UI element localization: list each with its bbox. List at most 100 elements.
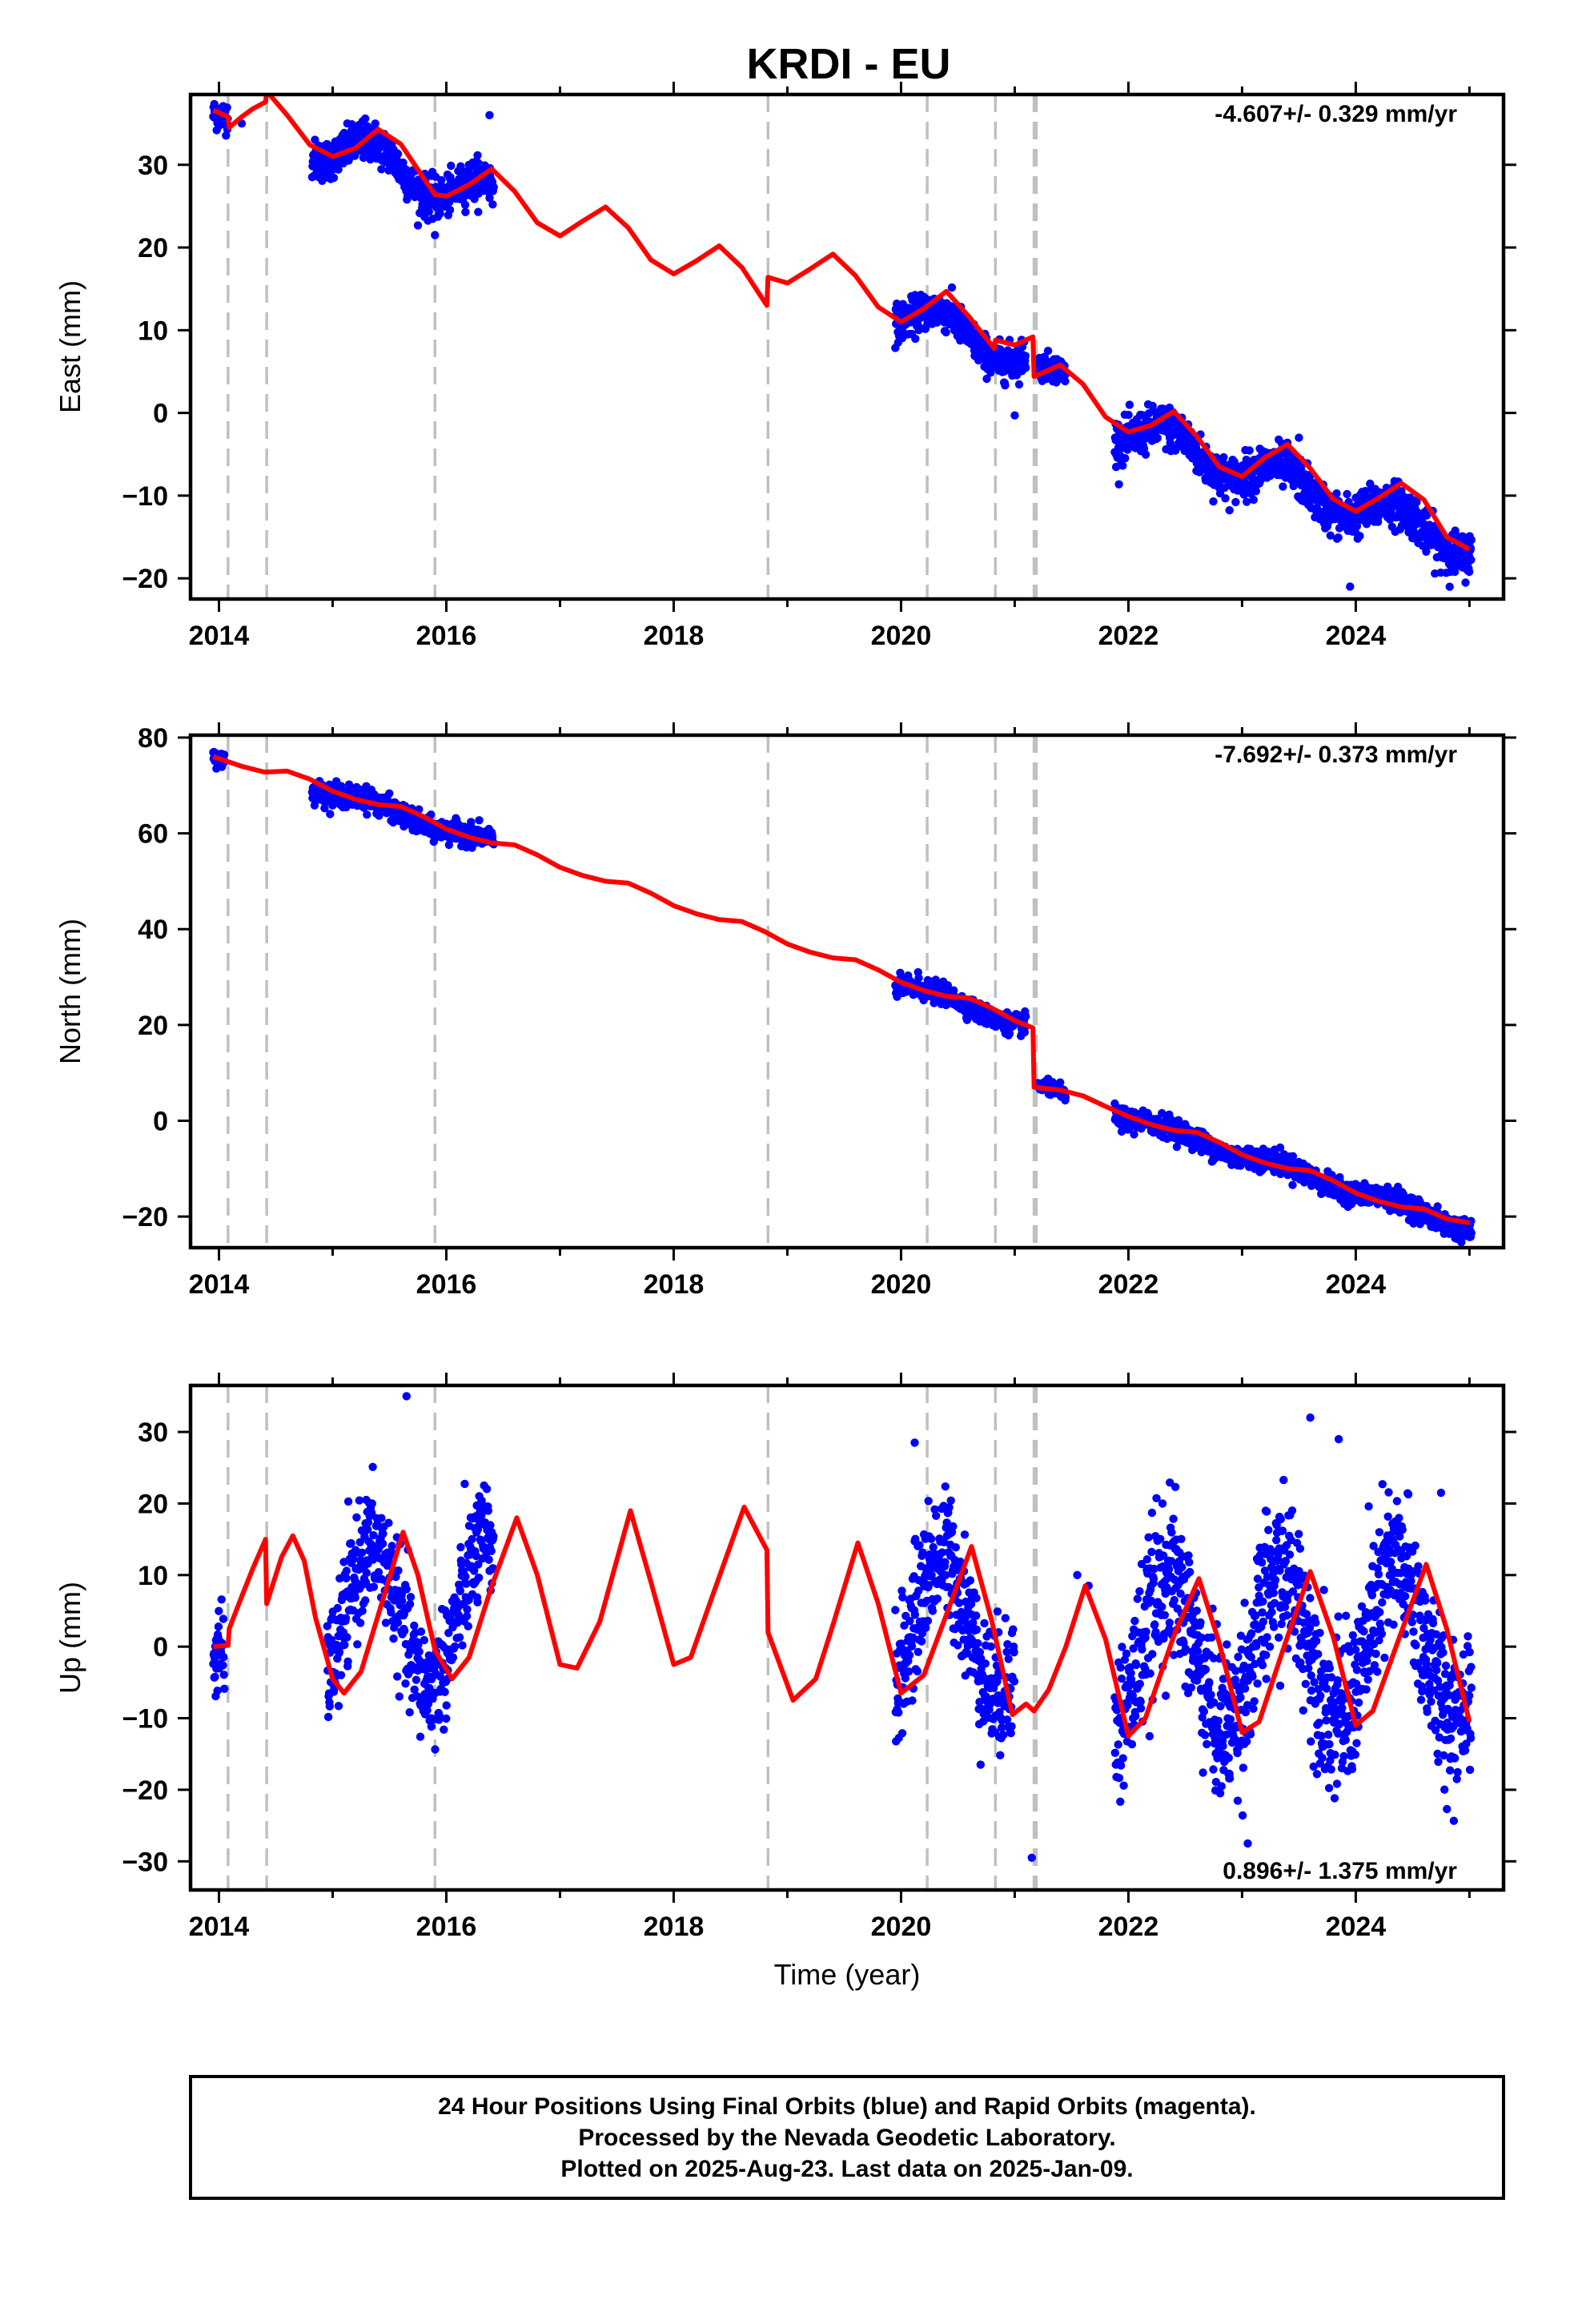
data-point [910, 1610, 920, 1619]
panel-plot-area-up [209, 1385, 1476, 1890]
data-point-outlier [1056, 1078, 1065, 1087]
data-point [1225, 506, 1234, 515]
data-point [1332, 489, 1341, 498]
data-point [1467, 1228, 1476, 1238]
data-point [352, 1513, 361, 1522]
data-point [1231, 497, 1240, 507]
x-tick-label: 2024 [1326, 621, 1387, 651]
data-point [1279, 482, 1287, 491]
data-point [468, 1534, 476, 1544]
data-point [473, 151, 482, 160]
data-point [436, 209, 444, 218]
data-point [361, 1596, 370, 1605]
data-point [949, 1522, 958, 1531]
data-point [951, 1543, 961, 1552]
data-point [487, 1546, 496, 1556]
panel-east: 2014 2016 2018 2020 2022 2024−20−100102030Eas… [54, 82, 1516, 651]
data-point [450, 1642, 460, 1651]
data-point [913, 1647, 923, 1656]
x-tick-label: 2016 [416, 621, 477, 651]
data-point [1412, 497, 1421, 507]
data-point [424, 207, 433, 216]
data-point [416, 1627, 426, 1636]
data-point [462, 1579, 471, 1588]
y-tick-label: 20 [138, 1011, 168, 1041]
data-point [894, 1708, 903, 1717]
data-point [1144, 409, 1154, 418]
x-tick-label: 2020 [871, 1269, 932, 1300]
data-point [938, 1548, 947, 1557]
data-point [1251, 487, 1261, 496]
data-point [358, 1606, 367, 1615]
data-point [941, 1482, 950, 1491]
data-point [1141, 450, 1150, 459]
data-point [933, 1594, 942, 1603]
data-point [467, 818, 476, 826]
data-point [393, 1672, 402, 1681]
data-point [1245, 446, 1254, 455]
data-point [334, 1702, 343, 1711]
data-point [343, 1633, 351, 1642]
data-point [905, 1651, 914, 1660]
data-point [440, 1687, 449, 1696]
data-point [355, 1496, 363, 1505]
data-point [427, 810, 436, 819]
data-point [342, 1566, 351, 1575]
data-point [1461, 578, 1470, 587]
data-point [1125, 400, 1134, 409]
data-point [1288, 1152, 1298, 1161]
data-point [1433, 1202, 1442, 1211]
data-point [1457, 1238, 1466, 1247]
data-point [385, 789, 394, 798]
data-point [220, 750, 229, 759]
data-point [1209, 497, 1218, 506]
data-point [401, 1679, 410, 1688]
data-point [924, 1497, 933, 1506]
data-point [908, 1696, 917, 1705]
data-point [343, 1497, 353, 1506]
data-point [412, 1675, 421, 1684]
y-tick-label: 40 [138, 915, 168, 945]
data-point [1219, 452, 1228, 462]
data-point [1170, 446, 1180, 455]
data-point [455, 1633, 464, 1642]
data-point [402, 1585, 411, 1594]
data-point [343, 1657, 352, 1666]
data-point [361, 114, 370, 123]
x-tick-label: 2016 [416, 1269, 477, 1300]
data-point [379, 1530, 387, 1538]
data-point [367, 1509, 376, 1518]
data-points-east [209, 99, 1476, 591]
data-point [460, 1479, 469, 1489]
data-point [410, 1621, 419, 1630]
x-tick-label: 2018 [644, 621, 705, 651]
data-point [447, 161, 456, 171]
data-point [946, 1496, 955, 1506]
data-point [416, 1732, 425, 1741]
data-point [358, 1548, 367, 1558]
data-point [461, 207, 470, 216]
x-tick-label: 2018 [644, 1269, 705, 1300]
data-point [456, 1542, 465, 1552]
data-point [445, 205, 455, 215]
data-point [414, 1640, 423, 1650]
data-point [897, 1729, 907, 1738]
data-point [362, 1568, 371, 1578]
data-point [914, 326, 923, 335]
data-point [1465, 567, 1474, 577]
panel-up: 2014 2016 2018 2020 2022 2024−30−20−100102030… [54, 1373, 1516, 1991]
x-tick-label: 2014 [189, 621, 250, 651]
data-point [1130, 1130, 1138, 1139]
data-point [475, 1573, 484, 1582]
data-point [340, 1640, 349, 1650]
data-point [458, 1641, 467, 1650]
data-point [427, 1722, 436, 1731]
data-point [377, 1514, 386, 1522]
data-point [1355, 532, 1364, 541]
data-point [913, 1667, 922, 1676]
data-point [440, 1725, 448, 1734]
panel-north: 2014 2016 2018 2020 2022 2024−20020406080Nort… [54, 722, 1516, 1300]
data-point [1243, 497, 1251, 506]
data-point [325, 1702, 334, 1711]
